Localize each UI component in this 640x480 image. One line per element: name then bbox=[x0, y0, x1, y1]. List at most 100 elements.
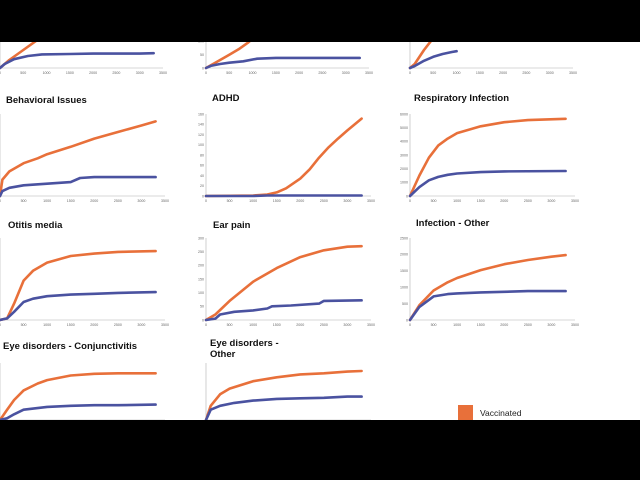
legend-label-vaccinated: Vaccinated bbox=[480, 408, 522, 418]
y-tick-label: 40 bbox=[200, 174, 204, 178]
chart-panel-top-left: 0 500 1000 1500 2000 2500 3000 3500 bbox=[0, 42, 167, 75]
series-line-unvaccinated bbox=[0, 51, 155, 70]
chart-title-eye-disorders-conjunctivitis: Eye disorders - Conjunctivitis bbox=[3, 341, 138, 352]
x-tick-label: 2000 bbox=[296, 323, 304, 327]
x-tick-label: 0 bbox=[205, 199, 207, 203]
x-tick-label: 2000 bbox=[295, 71, 303, 75]
y-tick-label: 6000 bbox=[400, 112, 408, 116]
x-tick-label: 1500 bbox=[273, 323, 281, 327]
chart-eye-disorders-other bbox=[204, 363, 371, 420]
y-tick-label: 60 bbox=[200, 164, 204, 168]
legend-swatch-vaccinated bbox=[458, 405, 473, 420]
series-line-vaccinated bbox=[0, 249, 157, 322]
x-tick-label: 1000 bbox=[249, 199, 257, 203]
y-tick-label: 0 bbox=[406, 318, 408, 322]
x-tick-label: 1000 bbox=[453, 199, 461, 203]
chart-infection-other: 0 500 1000 1500 2000 2500 3000 3500 0 500 1000 1500… bbox=[400, 236, 579, 327]
x-tick-label: 1500 bbox=[476, 71, 484, 75]
y-tick-label: 0 bbox=[202, 66, 204, 70]
chart-title-ear-pain: Ear pain bbox=[213, 220, 251, 231]
chart-top-left: 0 500 1000 1500 2000 2500 3000 3500 bbox=[0, 42, 167, 75]
series-line-vaccinated bbox=[204, 42, 251, 70]
x-tick-label: 3000 bbox=[547, 323, 555, 327]
chart-eye-disorders-conjunctivitis bbox=[0, 363, 165, 420]
x-tick-label: 1000 bbox=[249, 71, 257, 75]
x-tick-label: 2500 bbox=[320, 199, 328, 203]
x-tick-label: 2500 bbox=[522, 71, 530, 75]
y-tick-label: 80 bbox=[200, 153, 204, 157]
x-tick-label: 3500 bbox=[367, 323, 375, 327]
x-tick-label: 500 bbox=[430, 71, 436, 75]
x-tick-label: 0 bbox=[0, 199, 1, 203]
series-line-vaccinated bbox=[204, 117, 363, 198]
chart-panel-eye-disorders-conjunctivitis bbox=[0, 363, 165, 420]
x-tick-label: 3000 bbox=[547, 199, 555, 203]
x-tick-label: 2500 bbox=[524, 199, 532, 203]
series-line-vaccinated bbox=[408, 117, 567, 198]
x-tick-label: 2000 bbox=[89, 71, 97, 75]
y-tick-label: 2000 bbox=[400, 253, 408, 257]
y-tick-label: 160 bbox=[198, 112, 204, 116]
chart-grid: Vaccinated 05001000150020002500300035000… bbox=[0, 42, 640, 420]
chart-otitis-media: 0 500 1000 1500 2000 2500 3000 3500 bbox=[0, 238, 169, 327]
chart-behavioral-issues: 0 500 1000 1500 2000 2500 3000 3500 bbox=[0, 114, 169, 203]
chart-panel-top-right: 0 500 1000 1500 2000 2500 3000 3500 bbox=[408, 42, 577, 75]
x-tick-label: 1500 bbox=[477, 323, 485, 327]
x-tick-label: 500 bbox=[226, 71, 232, 75]
y-tick-label: 0 bbox=[406, 194, 408, 198]
x-tick-label: 2000 bbox=[90, 323, 98, 327]
chart-panel-ear-pain: 0 500 1000 1500 2000 2500 3000 3500 0 50 100 150 200… bbox=[198, 236, 375, 327]
x-tick-label: 2000 bbox=[296, 199, 304, 203]
series-line-unvaccinated bbox=[204, 298, 363, 322]
y-tick-label: 0 bbox=[202, 318, 204, 322]
y-tick-label: 300 bbox=[198, 236, 204, 240]
x-tick-label: 0 bbox=[205, 323, 207, 327]
y-tick-label: 100 bbox=[198, 291, 204, 295]
x-tick-label: 1500 bbox=[67, 199, 75, 203]
series-line-vaccinated bbox=[204, 369, 363, 420]
series-line-unvaccinated bbox=[0, 175, 157, 198]
series-line-unvaccinated bbox=[204, 56, 361, 70]
x-tick-label: 0 bbox=[409, 71, 411, 75]
x-tick-label: 1500 bbox=[477, 199, 485, 203]
chart-respiratory-infection: 0 500 1000 1500 2000 2500 3000 3500 0 1000 2000 300… bbox=[400, 112, 579, 203]
x-tick-label: 2000 bbox=[499, 71, 507, 75]
chart-panel-infection-other: 0 500 1000 1500 2000 2500 3000 3500 0 500 1000 1500… bbox=[400, 236, 579, 327]
x-tick-label: 500 bbox=[21, 323, 27, 327]
x-tick-label: 3500 bbox=[569, 71, 577, 75]
x-tick-label: 1500 bbox=[272, 71, 280, 75]
y-tick-label: 50 bbox=[200, 305, 204, 309]
x-tick-label: 3000 bbox=[343, 199, 351, 203]
x-tick-label: 500 bbox=[431, 323, 437, 327]
x-tick-label: 1500 bbox=[66, 71, 74, 75]
x-tick-label: 3500 bbox=[159, 71, 167, 75]
y-tick-label: 150 bbox=[198, 277, 204, 281]
y-tick-label: 1000 bbox=[400, 181, 408, 185]
chart-title-respiratory-infection: Respiratory Infection bbox=[414, 93, 510, 104]
chart-title-eye-disorders-other: Eye disorders - Other bbox=[210, 338, 279, 360]
chart-panel-behavioral-issues: 0 500 1000 1500 2000 2500 3000 3500 bbox=[0, 114, 169, 203]
chart-panel-otitis-media: 0 500 1000 1500 2000 2500 3000 3500 bbox=[0, 238, 169, 327]
chart-title-behavioral-issues: Behavioral Issues bbox=[6, 95, 87, 106]
series-line-unvaccinated bbox=[408, 169, 567, 198]
chart-panel-adhd: 0 500 1000 1500 2000 2500 3000 3500 0 20 40 60 80 100… bbox=[198, 112, 375, 203]
y-tick-label: 1000 bbox=[400, 286, 408, 290]
series-line-unvaccinated bbox=[408, 49, 458, 70]
x-tick-label: 500 bbox=[20, 71, 26, 75]
series-line-vaccinated bbox=[408, 42, 432, 70]
y-tick-label: 1500 bbox=[400, 269, 408, 273]
x-tick-label: 2500 bbox=[318, 71, 326, 75]
chart-title-adhd: ADHD bbox=[212, 93, 240, 104]
x-tick-label: 1000 bbox=[43, 71, 51, 75]
x-tick-label: 0 bbox=[205, 71, 207, 75]
x-tick-label: 1000 bbox=[249, 323, 257, 327]
x-tick-label: 3000 bbox=[343, 323, 351, 327]
x-tick-label: 3000 bbox=[546, 71, 554, 75]
x-tick-label: 3500 bbox=[571, 199, 579, 203]
x-tick-label: 3000 bbox=[137, 323, 145, 327]
chart-ear-pain: 0 500 1000 1500 2000 2500 3000 3500 0 50 100 150 200… bbox=[198, 236, 375, 327]
chart-panel-eye-disorders-other bbox=[204, 363, 371, 420]
series-line-unvaccinated bbox=[0, 403, 157, 420]
x-tick-label: 500 bbox=[227, 323, 233, 327]
y-tick-label: 20 bbox=[200, 184, 204, 188]
